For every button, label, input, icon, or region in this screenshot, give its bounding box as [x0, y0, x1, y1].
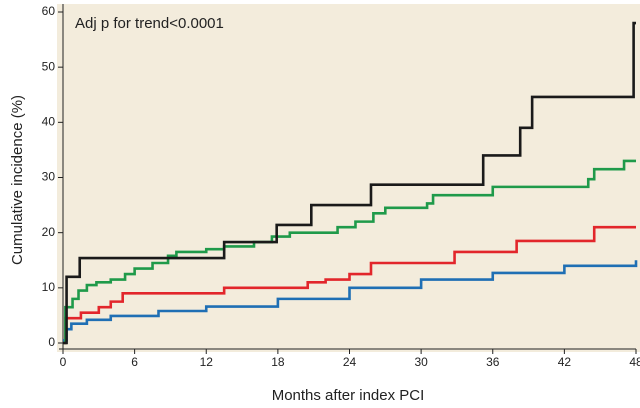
- x-axis-label: Months after index PCI: [272, 387, 425, 404]
- y-axis-label: Cumulative incidence (%): [9, 95, 26, 265]
- x-tick-label: 36: [486, 355, 500, 369]
- y-tick-label: 50: [42, 59, 56, 73]
- annotation: Adj p for trend<0.0001: [75, 15, 224, 32]
- x-tick-label: 18: [271, 355, 285, 369]
- y-tick-label: 30: [42, 170, 56, 184]
- x-tick-label: 12: [200, 355, 214, 369]
- y-tick-label: 60: [42, 4, 56, 18]
- x-tick-label: 48: [629, 355, 640, 369]
- x-tick-label: 6: [131, 355, 138, 369]
- x-tick-label: 0: [60, 355, 67, 369]
- incidence-curve: [63, 225, 636, 345]
- x-tick-label: 30: [414, 355, 428, 369]
- y-tick-label: 10: [42, 280, 56, 294]
- y-tick-label: 0: [48, 335, 55, 349]
- x-tick-label: 24: [343, 355, 357, 369]
- y-tick-label: 20: [42, 225, 56, 239]
- incidence-curve: [63, 260, 638, 342]
- incidence-curve: [63, 159, 636, 345]
- incidence-curve: [63, 21, 636, 345]
- x-tick-label: 42: [558, 355, 572, 369]
- y-tick-label: 40: [42, 115, 56, 129]
